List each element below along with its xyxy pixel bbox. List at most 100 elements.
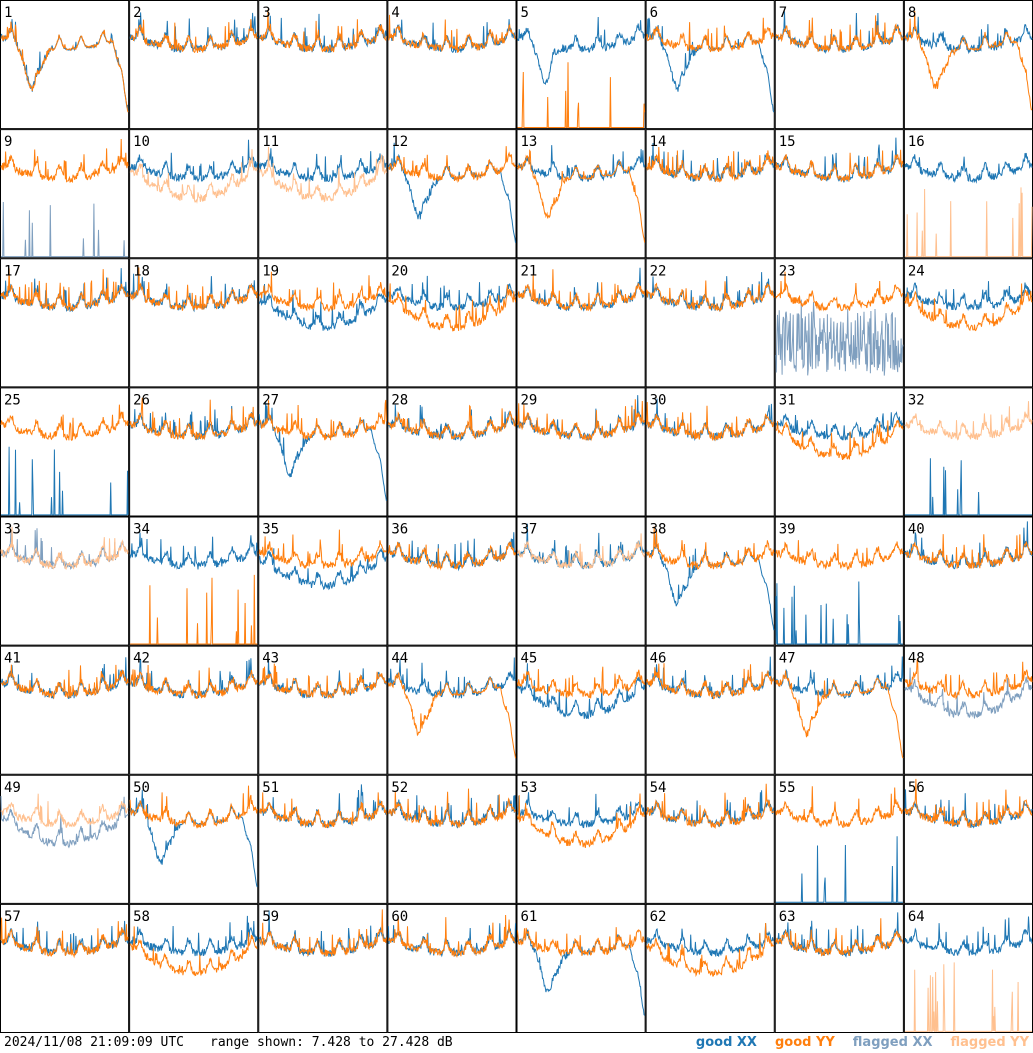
panel-frame [258,645,388,775]
panel-62: 62 [645,903,775,1033]
series-yy-good [387,671,516,759]
panel-label: 45 [521,651,538,667]
panel-label: 63 [779,909,796,925]
panel-frame [258,387,388,517]
series-yy-good [129,785,258,830]
panel-51: 51 [258,774,388,904]
panel-label: 57 [4,909,21,925]
panel-label: 9 [4,134,12,150]
panel-29: 29 [516,387,646,517]
panel-label: 19 [262,263,279,279]
panel-frame [387,387,517,517]
panel-frame [0,387,130,517]
panel-label: 44 [391,651,408,667]
legend-good-xx: good XX [695,1035,757,1050]
timestamp: 2024/11/08 21:09:09 UTC [4,1035,185,1050]
panel-frame [516,903,646,1033]
series-yy-flagged [259,146,387,203]
series-xx-good [387,275,516,311]
series-yy-good [129,19,258,54]
panel-14: 14 [645,129,775,259]
series-xx-good [387,532,516,572]
series-yy-good [646,401,775,442]
panel-frame [903,0,1033,130]
series-yy-good [517,927,645,958]
series-yy-good [517,149,646,243]
series-yy-good [646,146,775,183]
panel-frame [903,387,1033,517]
panel-32: 32 [903,387,1033,517]
panel-46: 46 [645,645,775,775]
panel-28: 28 [387,387,517,517]
series-yy-flagged [129,149,258,204]
series-xx-good [646,17,775,113]
panel-label: 17 [4,263,21,279]
panel-label: 4 [391,5,399,21]
panel-1: 1 [0,0,130,130]
panel-label: 53 [521,780,538,796]
series-xx-good [904,152,1033,184]
panel-label: 3 [262,5,270,21]
panel-frame [774,387,904,517]
series-yy-flagged [904,401,1033,441]
series-xx-good [258,148,387,184]
series-xx-good [258,784,387,829]
panel-frame [129,258,259,388]
panel-label: 6 [650,5,658,21]
series-yy-good [0,664,129,700]
series-yy-good [387,541,516,571]
panel-38: 38 [645,516,775,646]
panel-label: 20 [391,263,408,279]
panel-10: 10 [129,129,259,259]
series-yy-good [775,149,904,183]
series-yy-flagged [517,533,646,569]
panel-frame [516,774,646,904]
panel-frame [645,129,775,259]
panel-36: 36 [387,516,517,646]
panel-frame [516,0,646,130]
series-xx-good [258,548,387,591]
panel-frame [645,0,775,130]
panel-40: 40 [903,516,1033,646]
panel-label: 31 [779,392,796,408]
panel-label: 1 [4,5,12,21]
panel-label: 47 [779,651,796,667]
panel-frame [774,645,904,775]
series-yy-good [388,283,516,332]
series-yy-good [904,778,1033,829]
panel-label: 61 [521,909,538,925]
series-yy-good [775,918,904,957]
panel-23: 23 [774,258,904,388]
panel-64: 64 [903,903,1033,1033]
panel-label: 39 [779,522,796,538]
panel-frame [129,645,259,775]
series-xx-good [904,916,1033,957]
panel-label: 15 [779,134,796,150]
series-xx-good [129,915,258,957]
panel-label: 64 [908,909,925,925]
panel-44: 44 [387,645,517,775]
panel-11: 11 [258,129,388,259]
panel-frame [645,258,775,388]
series-yy-good [129,267,258,311]
panel-frame [258,258,388,388]
panel-3: 3 [258,0,388,130]
panel-label: 32 [908,392,925,408]
panel-frame [129,387,259,517]
legend-flagged-xx: flagged XX [852,1035,933,1050]
panel-label: 42 [133,651,150,667]
panel-frame [0,903,130,1033]
series-yy-good [904,10,1033,111]
series-yy-flagged [0,526,129,571]
panel-label: 55 [779,780,796,796]
series-yy-good [517,666,646,699]
series-yy-good [388,146,516,183]
panel-label: 34 [133,522,150,538]
series-yy-good [646,922,775,978]
panel-19: 19 [258,258,388,388]
panel-59: 59 [258,903,388,1033]
panel-frame [645,774,775,904]
panel-frame [516,129,646,259]
panel-54: 54 [645,774,775,904]
series-yy-good [904,283,1033,332]
